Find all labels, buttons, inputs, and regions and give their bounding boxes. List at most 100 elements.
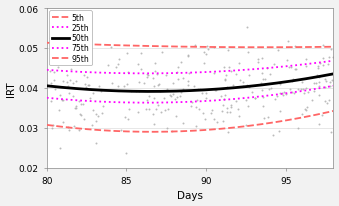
Point bbox=[64, 74, 69, 77]
Point bbox=[122, 116, 128, 119]
Point bbox=[327, 56, 332, 60]
Point bbox=[252, 97, 258, 101]
Point bbox=[212, 89, 217, 93]
Point bbox=[152, 70, 157, 74]
Point bbox=[311, 90, 316, 94]
Point bbox=[94, 142, 99, 145]
Point bbox=[57, 94, 62, 97]
Point bbox=[224, 111, 230, 114]
Point bbox=[74, 80, 79, 83]
Point bbox=[244, 26, 250, 29]
X-axis label: Days: Days bbox=[177, 191, 203, 200]
Point bbox=[331, 56, 336, 60]
Point bbox=[224, 86, 230, 89]
Point bbox=[204, 46, 210, 49]
Point bbox=[292, 45, 298, 48]
Point bbox=[146, 108, 152, 111]
Point bbox=[68, 68, 74, 71]
Point bbox=[267, 88, 272, 91]
Point bbox=[100, 104, 106, 108]
Point bbox=[66, 129, 71, 132]
Point bbox=[293, 68, 299, 72]
Point bbox=[290, 91, 295, 94]
Point bbox=[52, 79, 57, 83]
Point bbox=[162, 109, 168, 112]
Point bbox=[87, 88, 93, 91]
Point bbox=[147, 95, 152, 98]
Point bbox=[113, 66, 118, 70]
Point bbox=[240, 81, 246, 85]
Point bbox=[208, 112, 214, 115]
Point bbox=[195, 88, 201, 91]
Point bbox=[259, 57, 265, 60]
Point bbox=[244, 99, 249, 102]
Point bbox=[305, 91, 311, 94]
Point bbox=[158, 110, 164, 114]
Point bbox=[258, 81, 263, 85]
Point bbox=[327, 99, 332, 102]
Point bbox=[125, 52, 130, 55]
Point bbox=[286, 66, 292, 69]
Point bbox=[267, 73, 272, 77]
Point bbox=[155, 104, 161, 107]
Point bbox=[173, 115, 179, 118]
Point bbox=[203, 54, 208, 57]
Point bbox=[201, 51, 207, 54]
Point bbox=[198, 88, 203, 91]
Point bbox=[260, 78, 266, 81]
Point bbox=[199, 91, 204, 95]
Point bbox=[249, 91, 254, 94]
Point bbox=[144, 99, 150, 102]
Point bbox=[316, 76, 322, 80]
Point bbox=[124, 152, 129, 155]
Point bbox=[138, 52, 144, 55]
Point bbox=[152, 123, 157, 126]
Point bbox=[312, 82, 317, 85]
Point bbox=[222, 80, 228, 83]
Point bbox=[76, 129, 81, 132]
Point bbox=[193, 125, 199, 128]
Point bbox=[281, 91, 286, 94]
Point bbox=[47, 70, 53, 73]
Point bbox=[228, 106, 234, 109]
Point bbox=[246, 74, 252, 77]
Point bbox=[60, 98, 66, 102]
Point bbox=[152, 97, 157, 100]
Point bbox=[222, 78, 227, 82]
Point bbox=[219, 110, 225, 113]
Point bbox=[170, 129, 175, 133]
Point bbox=[276, 129, 282, 133]
Point bbox=[145, 76, 150, 79]
Point bbox=[211, 71, 217, 75]
Point bbox=[260, 105, 265, 108]
Point bbox=[70, 95, 76, 98]
Point bbox=[56, 62, 61, 65]
Point bbox=[277, 110, 282, 113]
Point bbox=[185, 80, 191, 83]
Point bbox=[98, 90, 103, 94]
Point bbox=[180, 77, 185, 81]
Point bbox=[57, 109, 62, 112]
Point bbox=[304, 65, 309, 68]
Point bbox=[280, 92, 285, 96]
Point bbox=[185, 55, 191, 58]
Point bbox=[233, 100, 238, 103]
Point bbox=[137, 89, 142, 93]
Point bbox=[318, 62, 323, 65]
Point bbox=[314, 74, 319, 77]
Point bbox=[136, 111, 141, 114]
Point bbox=[87, 97, 93, 100]
Point bbox=[275, 49, 281, 52]
Point bbox=[176, 66, 181, 70]
Point bbox=[265, 116, 271, 119]
Point bbox=[82, 83, 88, 87]
Point bbox=[65, 126, 71, 129]
Point bbox=[237, 62, 242, 65]
Point bbox=[320, 57, 325, 61]
Point bbox=[246, 86, 251, 89]
Y-axis label: IRT: IRT bbox=[5, 81, 16, 96]
Point bbox=[278, 83, 283, 86]
Point bbox=[194, 99, 199, 102]
Point bbox=[330, 78, 335, 82]
Point bbox=[57, 42, 62, 45]
